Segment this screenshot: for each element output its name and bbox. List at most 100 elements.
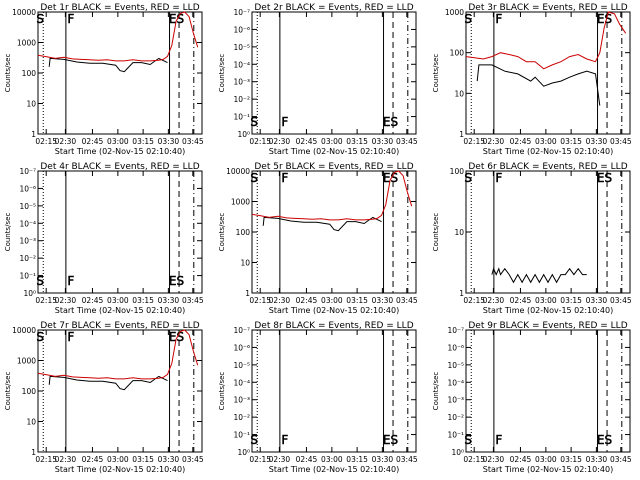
x-axis-label: Start Time (02-Nov-15 02:10:40) xyxy=(269,306,399,315)
series-events xyxy=(476,64,601,106)
x-tick-label: 03:45 xyxy=(182,455,204,464)
y-tick-label: 10⁻³ xyxy=(233,78,250,87)
x-tick-label: 03:30 xyxy=(158,137,180,146)
marker-label-f: F xyxy=(281,433,288,447)
x-tick-label: 03:30 xyxy=(586,296,608,305)
x-tick-label: 03:15 xyxy=(346,455,368,464)
x-tick-label: 02:30 xyxy=(55,296,77,305)
plot-frame xyxy=(465,329,631,453)
plot-frame xyxy=(251,11,417,135)
y-tick-label: 10⁻⁵ xyxy=(233,43,250,52)
x-tick-label: 02:30 xyxy=(269,296,291,305)
x-tick-label: 03:45 xyxy=(396,455,418,464)
x-tick-label: 02:45 xyxy=(296,137,318,146)
x-tick-label: 02:30 xyxy=(55,455,77,464)
plot-frame xyxy=(251,170,417,294)
x-tick-label: 03:45 xyxy=(396,296,418,305)
y-tick-label: 1000 xyxy=(17,357,36,366)
y-tick-label: 10⁻⁴ xyxy=(447,378,464,387)
marker-label-s: S xyxy=(250,433,258,447)
x-tick-label: 02:30 xyxy=(269,455,291,464)
x-tick-label: 03:15 xyxy=(560,137,582,146)
y-tick-label: 10000 xyxy=(12,326,36,335)
y-tick-label: 10⁻¹ xyxy=(233,113,250,122)
marker-label-es: ES xyxy=(597,171,612,185)
x-tick-label: 02:45 xyxy=(510,455,532,464)
y-tick-label: 1 xyxy=(459,130,464,139)
y-tick-label: 10⁻⁶ xyxy=(447,343,464,352)
x-tick-label: 03:30 xyxy=(372,455,394,464)
y-tick-label: 10⁻⁵ xyxy=(233,361,250,370)
marker-label-f: F xyxy=(281,115,288,129)
marker-label-es: ES xyxy=(597,433,612,447)
series-lld xyxy=(251,170,413,221)
panel-title: Det 8r BLACK = Events, RED = LLD xyxy=(254,321,413,331)
y-tick-label: 10⁰ xyxy=(23,289,36,298)
y-tick-label: 100 xyxy=(450,167,465,176)
y-tick-label: 10⁻⁶ xyxy=(19,184,36,193)
x-tick-label: 03:30 xyxy=(158,296,180,305)
x-tick-label: 03:45 xyxy=(610,296,632,305)
y-tick-label: 10⁻¹ xyxy=(233,431,250,440)
marker-label-es: ES xyxy=(597,12,612,26)
x-tick-label: 03:00 xyxy=(321,137,343,146)
x-tick-label: 02:30 xyxy=(483,455,505,464)
y-tick-label: 100 xyxy=(22,69,37,78)
series-lld xyxy=(465,11,627,70)
y-tick-label: 100 xyxy=(450,49,465,58)
y-tick-label: 10⁰ xyxy=(451,448,464,457)
y-tick-label: 10⁰ xyxy=(237,448,250,457)
panel-title: Det 4r BLACK = Events, RED = LLD xyxy=(40,162,199,172)
x-tick-label: 03:30 xyxy=(586,455,608,464)
x-tick-label: 03:00 xyxy=(321,455,343,464)
y-tick-label: 10⁻⁴ xyxy=(233,60,250,69)
marker-label-s: S xyxy=(464,171,472,185)
marker-label-f: F xyxy=(495,433,502,447)
plot-frame xyxy=(251,329,417,453)
panel-det-3: Det 3r BLACK = Events, RED = LLD 1 10 100 10… xyxy=(432,3,632,156)
y-axis-label: Counts/sec xyxy=(432,54,440,93)
x-tick-label: 03:15 xyxy=(132,455,154,464)
x-tick-label: 03:45 xyxy=(182,137,204,146)
x-tick-label: 02:45 xyxy=(296,455,318,464)
x-tick-label: 03:15 xyxy=(132,137,154,146)
y-tick-label: 1000 xyxy=(231,198,250,207)
x-tick-label: 02:15 xyxy=(35,296,57,305)
marker-label-s: S xyxy=(250,171,258,185)
y-tick-label: 10⁻¹ xyxy=(19,272,36,281)
y-axis-label: Counts/sec xyxy=(218,54,226,93)
panel-det-1: Det 1r BLACK = Events, RED = LLD 1 10 100 10… xyxy=(4,3,204,156)
x-tick-label: 03:15 xyxy=(346,137,368,146)
plot-frame xyxy=(37,170,203,294)
y-tick-label: 10000 xyxy=(226,167,250,176)
panel-title: Det 6r BLACK = Events, RED = LLD xyxy=(468,162,627,172)
y-tick-label: 10⁻² xyxy=(19,254,36,263)
x-axis-label: Start Time (02-Nov-15 02:10:40) xyxy=(55,465,185,474)
y-axis-label: Counts/sec xyxy=(4,372,12,411)
x-tick-label: 03:15 xyxy=(560,296,582,305)
y-tick-label: 10 xyxy=(26,100,36,109)
marker-label-s: S xyxy=(36,330,44,344)
x-tick-label: 02:15 xyxy=(463,455,485,464)
x-tick-label: 03:45 xyxy=(610,137,632,146)
y-tick-label: 10000 xyxy=(12,8,36,17)
x-tick-label: 02:15 xyxy=(463,137,485,146)
x-tick-label: 03:30 xyxy=(372,296,394,305)
y-tick-label: 10⁻³ xyxy=(447,396,464,405)
panel-title: Det 7r BLACK = Events, RED = LLD xyxy=(40,321,199,331)
y-tick-label: 10⁻³ xyxy=(233,396,250,405)
x-tick-label: 02:30 xyxy=(483,296,505,305)
y-tick-label: 10⁻⁷ xyxy=(447,326,464,335)
y-tick-label: 10⁻⁵ xyxy=(19,202,36,211)
marker-label-s: S xyxy=(36,274,44,288)
x-tick-label: 03:30 xyxy=(372,137,394,146)
x-tick-label: 02:45 xyxy=(510,296,532,305)
y-axis-label: Counts/sec xyxy=(432,372,440,411)
y-tick-label: 10⁻⁷ xyxy=(233,326,250,335)
x-axis-label: Start Time (02-Nov-15 02:10:40) xyxy=(55,306,185,315)
panel-det-9: Det 9r BLACK = Events, RED = LLD 10⁰ 10⁻¹ 1… xyxy=(432,321,632,474)
y-tick-label: 10⁻¹ xyxy=(447,431,464,440)
y-tick-label: 10 xyxy=(454,89,464,98)
x-tick-label: 03:00 xyxy=(107,455,129,464)
panel-det-2: Det 2r BLACK = Events, RED = LLD 10⁰ 10⁻¹ 1… xyxy=(218,3,418,156)
